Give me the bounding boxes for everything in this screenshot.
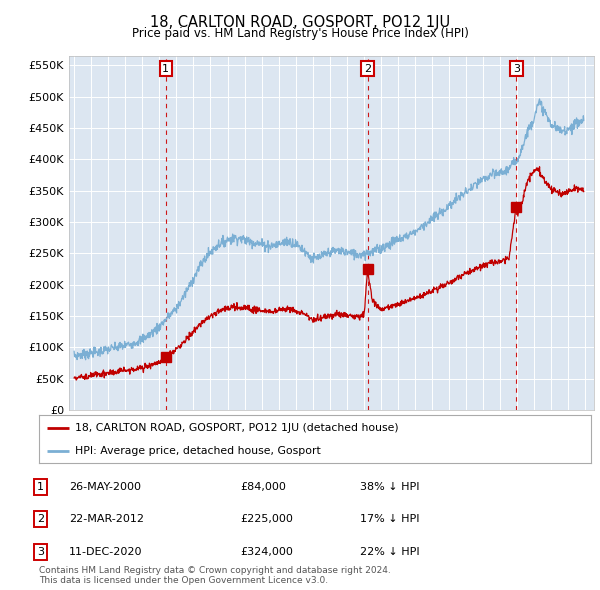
Text: 26-MAY-2000: 26-MAY-2000: [69, 482, 141, 491]
Text: 22% ↓ HPI: 22% ↓ HPI: [360, 547, 419, 556]
Text: Price paid vs. HM Land Registry's House Price Index (HPI): Price paid vs. HM Land Registry's House …: [131, 27, 469, 40]
Text: £225,000: £225,000: [240, 514, 293, 524]
Text: 3: 3: [37, 547, 44, 556]
Text: 2: 2: [37, 514, 44, 524]
Text: 38% ↓ HPI: 38% ↓ HPI: [360, 482, 419, 491]
Text: 18, CARLTON ROAD, GOSPORT, PO12 1JU: 18, CARLTON ROAD, GOSPORT, PO12 1JU: [150, 15, 450, 30]
Text: 2: 2: [364, 64, 371, 74]
Text: 1: 1: [37, 482, 44, 491]
Text: £84,000: £84,000: [240, 482, 286, 491]
Text: Contains HM Land Registry data © Crown copyright and database right 2024.
This d: Contains HM Land Registry data © Crown c…: [39, 566, 391, 585]
Text: 3: 3: [513, 64, 520, 74]
Text: £324,000: £324,000: [240, 547, 293, 556]
Text: HPI: Average price, detached house, Gosport: HPI: Average price, detached house, Gosp…: [75, 446, 320, 456]
Text: 18, CARLTON ROAD, GOSPORT, PO12 1JU (detached house): 18, CARLTON ROAD, GOSPORT, PO12 1JU (det…: [75, 423, 398, 433]
Text: 1: 1: [163, 64, 169, 74]
Text: 22-MAR-2012: 22-MAR-2012: [69, 514, 144, 524]
Text: 17% ↓ HPI: 17% ↓ HPI: [360, 514, 419, 524]
Text: 11-DEC-2020: 11-DEC-2020: [69, 547, 143, 556]
